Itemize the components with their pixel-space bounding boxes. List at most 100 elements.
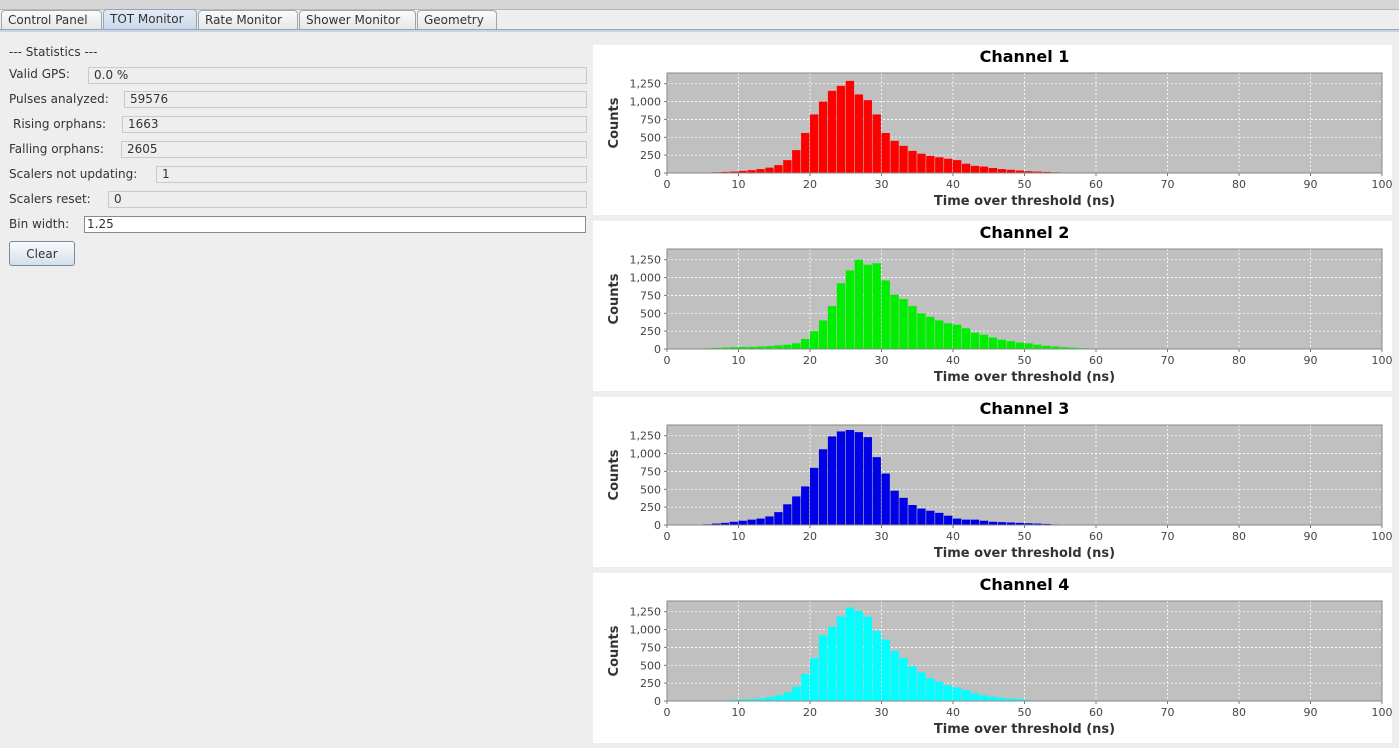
y-tick-label: 250 <box>640 501 661 514</box>
tab-shower-monitor[interactable]: Shower Monitor <box>299 10 416 29</box>
x-tick-label: 80 <box>1232 530 1246 543</box>
histogram-bar <box>774 512 783 525</box>
histogram-bar <box>944 685 953 701</box>
histogram-bar <box>827 626 837 701</box>
x-tick-label: 10 <box>732 530 746 543</box>
histogram-bar <box>953 687 962 701</box>
histogram-bar <box>970 332 980 349</box>
histogram-bar <box>935 512 944 525</box>
histogram-bar <box>711 347 721 349</box>
pulses-analyzed-value: 59576 <box>124 91 587 108</box>
histogram-bar <box>988 168 998 173</box>
histogram-bar <box>979 520 989 525</box>
histogram-bar <box>944 515 953 525</box>
histogram-bar <box>818 320 828 349</box>
histogram-bar <box>890 490 899 525</box>
histogram-bar <box>899 299 908 349</box>
tab-geometry[interactable]: Geometry <box>417 10 497 29</box>
histogram-bar <box>908 150 917 173</box>
scalers-reset-value: 0 <box>108 191 587 208</box>
tab-rate-monitor[interactable]: Rate Monitor <box>198 10 298 29</box>
histogram-bar <box>845 607 855 701</box>
clear-button[interactable]: Clear <box>9 241 75 266</box>
y-axis-label: Counts <box>607 449 622 500</box>
y-tick-label: 1,250 <box>630 606 662 619</box>
histogram-bar <box>935 681 944 701</box>
histogram-bar <box>756 698 765 701</box>
histogram-bar <box>783 160 792 173</box>
x-tick-label: 0 <box>664 178 671 191</box>
x-tick-label: 60 <box>1089 706 1103 719</box>
x-tick-label: 50 <box>1018 354 1032 367</box>
x-axis-label: Time over threshold (ns) <box>934 194 1115 209</box>
histogram-bar <box>1015 699 1024 701</box>
falling-orphans-label: Falling orphans: <box>9 142 104 156</box>
histogram-bar <box>1015 522 1024 525</box>
histogram-bar <box>863 616 872 701</box>
falling-orphans-value: 2605 <box>121 141 587 158</box>
y-tick-label: 250 <box>640 325 661 338</box>
y-tick-label: 1,000 <box>630 448 662 461</box>
x-tick-label: 50 <box>1018 706 1032 719</box>
rising-orphans-label: Rising orphans: <box>13 117 107 131</box>
y-tick-label: 1,000 <box>630 624 662 637</box>
histogram-bar <box>899 497 908 525</box>
histogram-bar <box>899 658 908 701</box>
histogram-bar <box>792 343 801 349</box>
channel-1-chart-panel: Channel 1 0 10 20 30 40 50 60 70 80 90 100 0 250 500 75… <box>593 45 1392 215</box>
plot-border <box>666 600 1383 702</box>
scalers-reset-label: Scalers reset: <box>9 192 91 206</box>
histogram-bar <box>997 339 1007 349</box>
histogram-bar <box>953 160 962 173</box>
histogram-bar <box>783 504 792 525</box>
histogram-bar <box>872 457 881 525</box>
channel-3-chart-panel: Channel 3 0 10 20 30 40 50 60 70 80 90 100 0 250 500 75… <box>593 397 1392 567</box>
histogram-bar <box>1042 523 1051 525</box>
histogram-bar <box>854 432 864 525</box>
channel-2-chart-panel: Channel 2 0 10 20 30 40 50 60 70 80 90 100 0 250 500 75… <box>593 221 1392 391</box>
histogram-bar <box>944 158 953 173</box>
x-tick-label: 90 <box>1304 178 1318 191</box>
rising-orphans-value: 1663 <box>122 116 587 133</box>
histogram-bar <box>970 693 980 701</box>
histogram-bar <box>827 90 837 173</box>
y-tick-label: 500 <box>640 307 661 320</box>
x-tick-label: 20 <box>803 178 817 191</box>
histogram-bar <box>1024 171 1033 173</box>
scalers-not-updating-label: Scalers not updating: <box>9 167 138 181</box>
histogram-bar <box>872 631 881 701</box>
histogram-bar <box>1015 170 1024 173</box>
histogram-bar <box>729 521 738 525</box>
histogram-bar <box>1069 347 1078 349</box>
x-tick-label: 40 <box>946 706 960 719</box>
bin-width-input[interactable]: 1.25 <box>84 216 586 233</box>
y-tick-label: 0 <box>654 519 661 532</box>
histogram-bar <box>926 155 935 173</box>
histogram-bar <box>827 436 837 525</box>
histogram-bar <box>818 635 828 701</box>
window-top-strip <box>0 0 1399 10</box>
chart-title: Channel 1 <box>980 47 1070 66</box>
tab-control-panel[interactable]: Control Panel <box>1 10 102 29</box>
y-tick-label: 250 <box>640 677 661 690</box>
x-tick-label: 10 <box>732 706 746 719</box>
histogram-bar <box>738 699 747 701</box>
histogram-bar <box>961 328 971 349</box>
histogram-bar <box>854 259 864 349</box>
pulses-analyzed-label: Pulses analyzed: <box>9 92 109 106</box>
histogram-bar <box>935 157 944 173</box>
histogram-bar <box>961 519 971 525</box>
y-tick-label: 750 <box>640 113 661 126</box>
x-tick-label: 20 <box>803 530 817 543</box>
x-tick-label: 70 <box>1161 178 1175 191</box>
histogram-bar <box>792 150 801 173</box>
tab-tot-monitor[interactable]: TOT Monitor <box>103 9 197 29</box>
histogram-bar <box>997 697 1007 701</box>
histogram-bar <box>890 140 899 173</box>
histogram-bar <box>961 163 971 173</box>
channel-4-histogram: Channel 4 0 10 20 30 40 50 60 70 80 90 100 0 250 500 75… <box>607 575 1392 737</box>
channel-1-histogram: Channel 1 0 10 20 30 40 50 60 70 80 90 100 0 250 500 75… <box>607 47 1392 209</box>
x-tick-label: 90 <box>1304 706 1318 719</box>
histogram-bar <box>836 616 846 701</box>
x-axis-label: Time over threshold (ns) <box>934 370 1115 385</box>
